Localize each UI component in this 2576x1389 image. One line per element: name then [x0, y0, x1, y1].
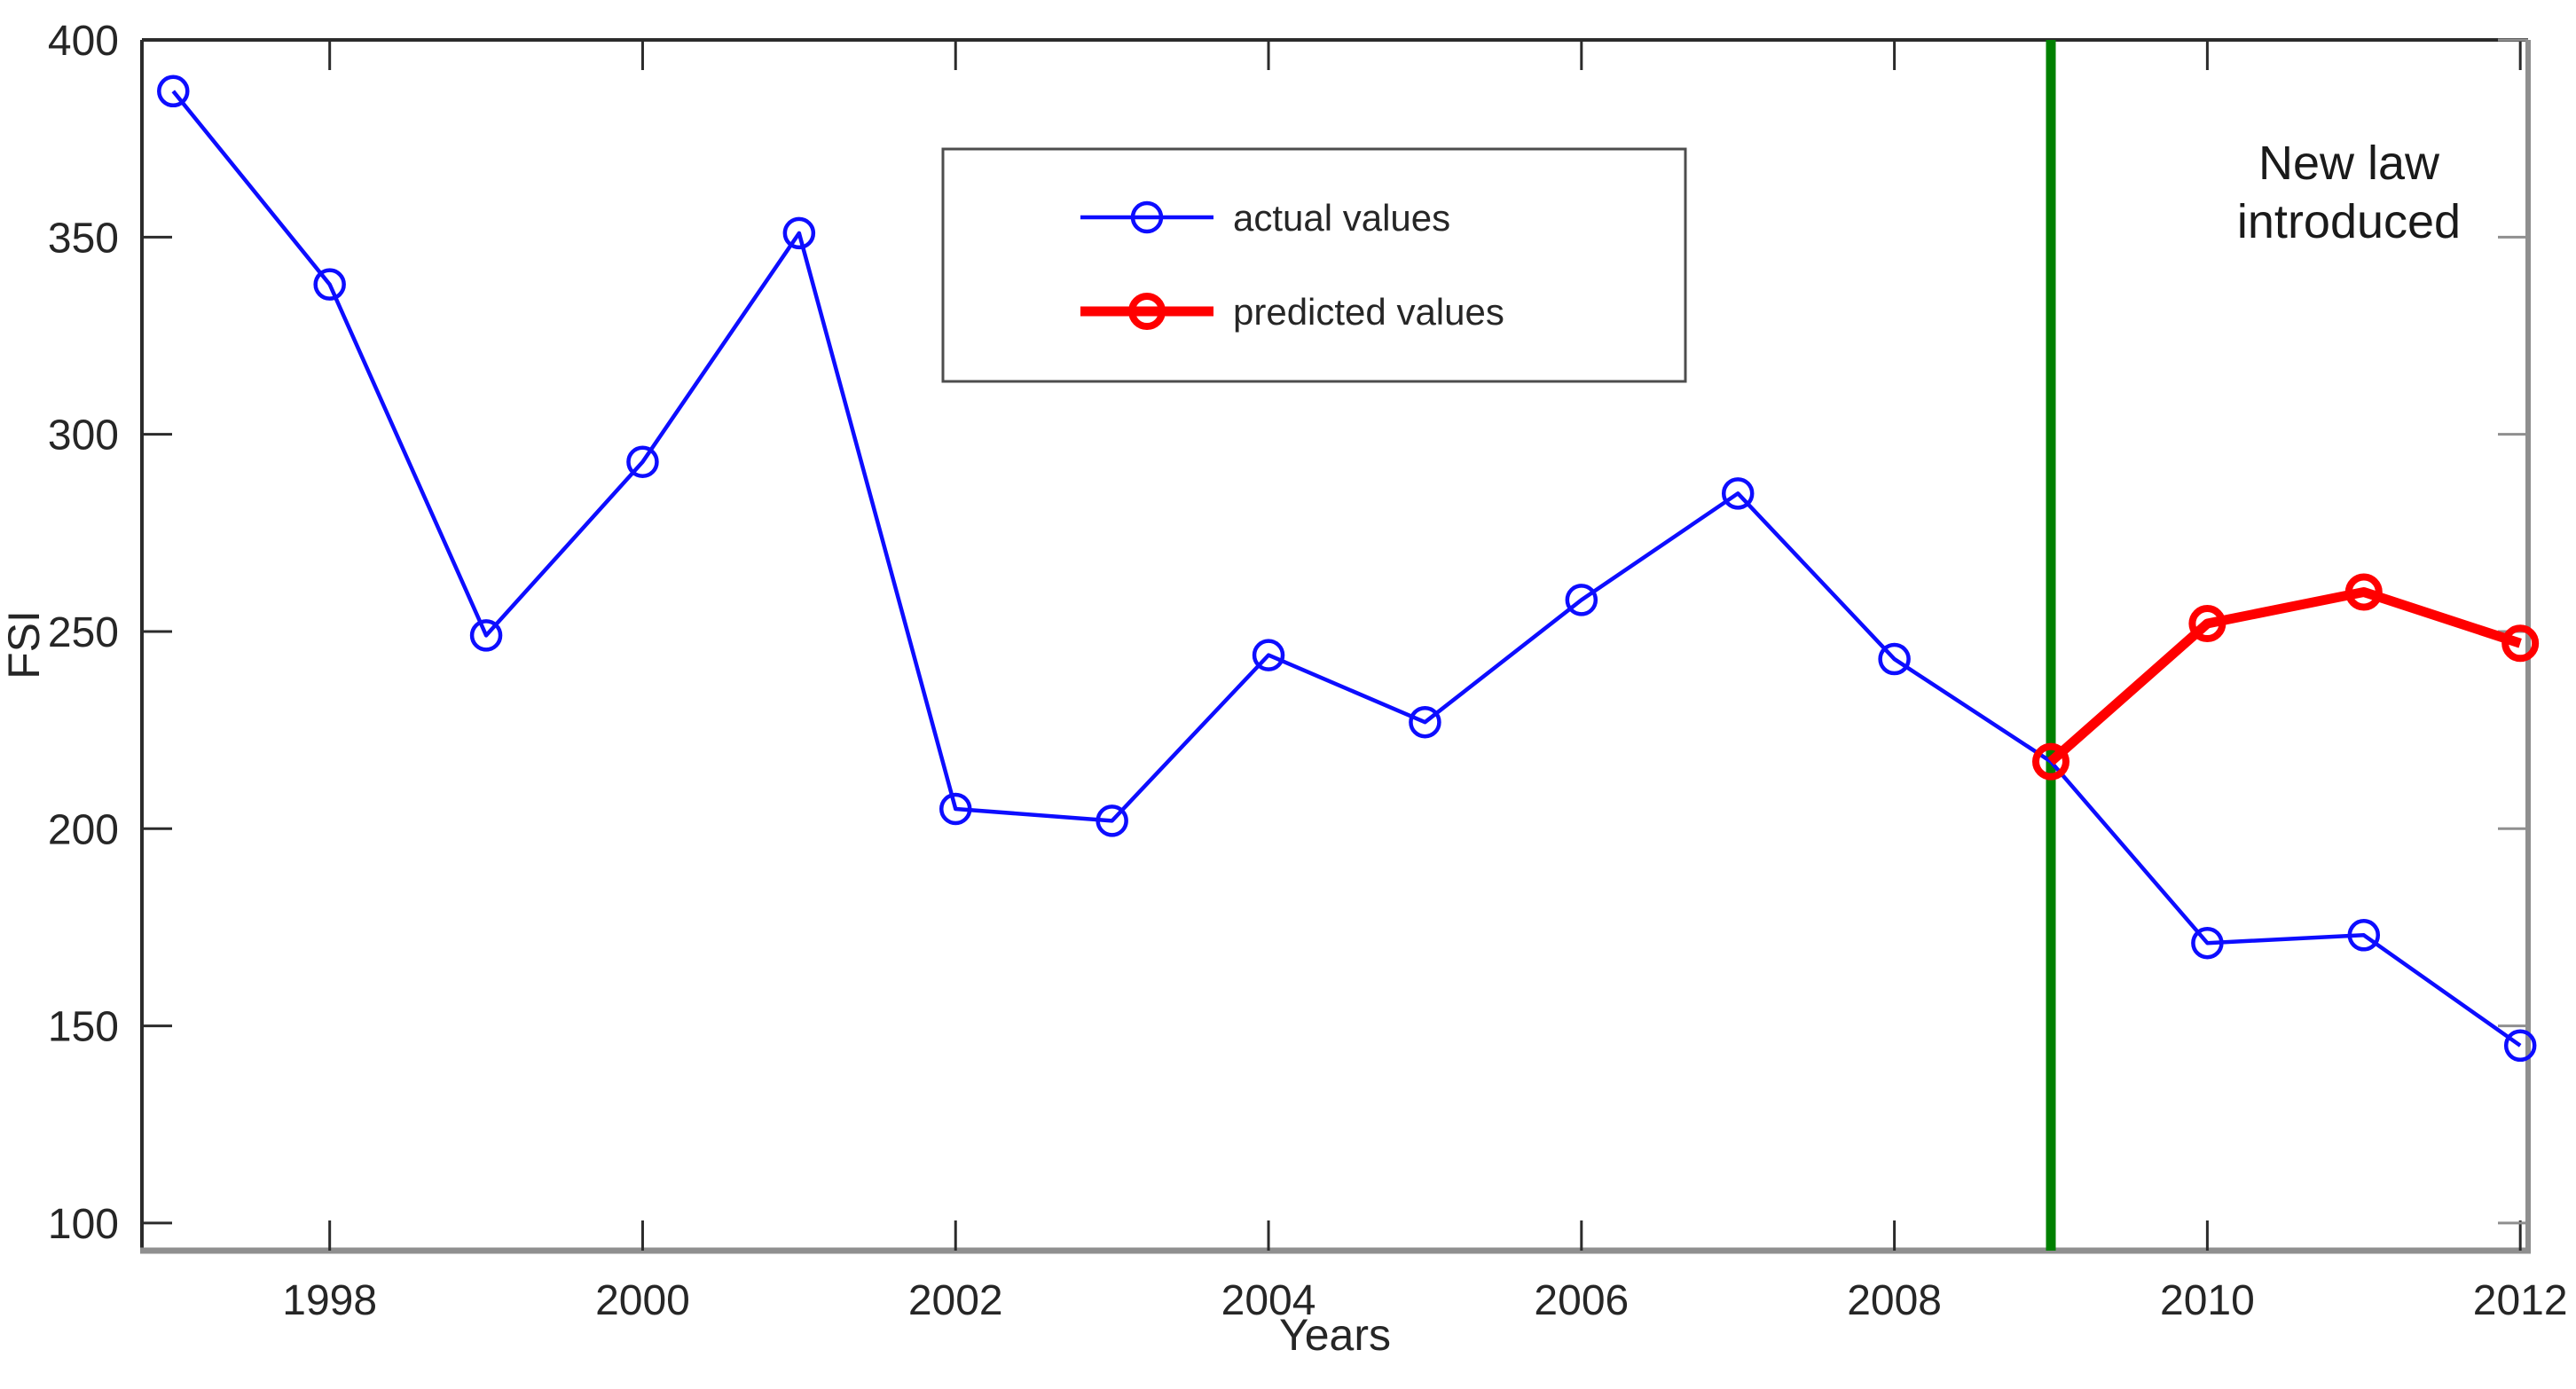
x-tick-label: 1998 — [282, 1277, 377, 1324]
y-tick-label: 100 — [48, 1201, 119, 1248]
data-point-marker — [469, 619, 503, 652]
data-point-marker — [2501, 624, 2540, 663]
legend-item-label: actual values — [1233, 197, 1450, 239]
x-axis-title: Years — [1279, 1310, 1391, 1360]
data-point-marker — [1878, 642, 1911, 676]
data-series-actual — [157, 75, 2537, 1063]
data-point-marker — [2191, 926, 2224, 960]
data-point-marker — [939, 792, 972, 826]
y-tick-label: 300 — [48, 412, 119, 459]
x-tick-label: 2004 — [1221, 1277, 1316, 1324]
data-point-marker — [2347, 919, 2381, 952]
y-tick-label: 350 — [48, 215, 119, 262]
x-axis: 1998 2000 2002 2004 2006 2008 2010 2012 — [282, 40, 2568, 1324]
data-point-marker — [1721, 477, 1755, 510]
x-tick-label: 2000 — [595, 1277, 690, 1324]
plot-area: 1998 2000 2002 2004 2006 2008 2010 2012 100 150 20… — [48, 18, 2568, 1324]
legend-item: predicted values — [1080, 291, 1504, 333]
x-tick-label: 2008 — [1847, 1277, 1942, 1324]
data-point-marker — [2032, 742, 2069, 781]
data-point-marker — [1252, 639, 1285, 671]
x-tick-label: 2010 — [2160, 1277, 2255, 1324]
data-point-marker — [2503, 1029, 2537, 1063]
annotation-text: New law introduced — [2237, 137, 2461, 248]
legend: actual values predicted values — [941, 147, 1687, 383]
series-line — [2047, 586, 2522, 765]
data-point-marker — [782, 216, 816, 250]
data-point-marker — [1409, 705, 1441, 739]
legend-sample-marker — [1128, 293, 1166, 330]
x-tick-label: 2012 — [2473, 1277, 2568, 1324]
data-point-marker — [157, 75, 190, 108]
legend-sample-marker — [1130, 200, 1164, 234]
y-tick-label: 150 — [48, 1004, 119, 1051]
series-line — [171, 90, 2522, 1048]
legend-item-label: predicted values — [1233, 291, 1504, 333]
x-tick-label: 2006 — [1534, 1277, 1629, 1324]
annotation-line-1: New law — [2258, 137, 2440, 190]
data-series-predicted — [2032, 573, 2540, 781]
data-point-marker — [626, 445, 659, 478]
data-point-marker — [1096, 804, 1128, 837]
annotation-line-2: introduced — [2237, 195, 2461, 248]
data-point-marker — [313, 268, 346, 301]
data-point-marker — [2344, 573, 2383, 611]
y-tick-label: 200 — [48, 806, 119, 853]
y-axis-title: FSI — [0, 610, 49, 679]
x-tick-label: 2002 — [908, 1277, 1003, 1324]
y-tick-label: 250 — [48, 609, 119, 656]
legend-item: actual values — [1080, 197, 1450, 239]
legend-box — [941, 147, 1687, 383]
data-point-marker — [1565, 584, 1598, 616]
data-point-marker — [2188, 605, 2227, 643]
y-tick-label: 400 — [48, 18, 119, 65]
